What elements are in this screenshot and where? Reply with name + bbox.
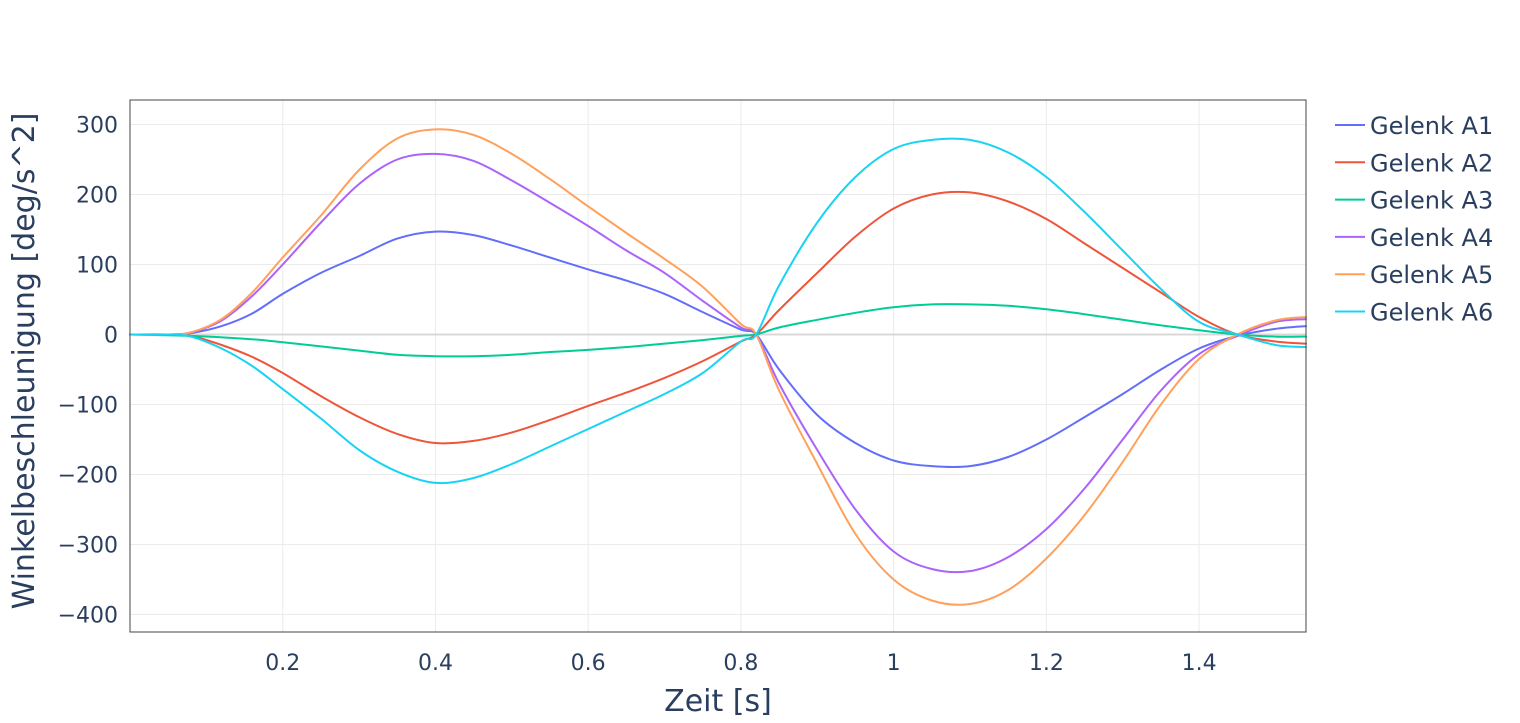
y-tick-label: −300 (58, 534, 118, 559)
series-line-gelenk-a6 (129, 137, 1307, 485)
legend-label: Gelenk A1 (1370, 112, 1493, 140)
x-tick-label: 1.4 (1182, 651, 1217, 676)
y-tick-label: −400 (58, 604, 118, 629)
plot-area-frame (129, 99, 1307, 633)
y-tick-label: 300 (76, 114, 118, 139)
series-line-gelenk-a3 (129, 303, 1307, 358)
x-tick-label: 0.2 (265, 651, 300, 676)
series-line-gelenk-a5 (129, 128, 1307, 606)
legend-label: Gelenk A3 (1370, 187, 1493, 215)
series-lines (129, 128, 1307, 606)
legend-item-gelenk-a3[interactable]: Gelenk A3 (1335, 187, 1493, 215)
legend[interactable]: Gelenk A1 Gelenk A2 Gelenk A3 Gelenk A4 Gele… (1335, 112, 1493, 327)
legend-item-gelenk-a6[interactable]: Gelenk A6 (1335, 299, 1493, 327)
y-tick-label: 100 (76, 254, 118, 279)
legend-item-gelenk-a2[interactable]: Gelenk A2 (1335, 149, 1493, 177)
legend-label: Gelenk A6 (1370, 299, 1493, 327)
legend-label: Gelenk A5 (1370, 261, 1493, 289)
x-tick-label: 1 (887, 651, 901, 676)
legend-item-gelenk-a5[interactable]: Gelenk A5 (1335, 261, 1493, 289)
x-axis-ticks: 0.2 0.4 0.6 0.8 1 1.2 1.4 (265, 651, 1216, 676)
x-tick-label: 0.8 (723, 651, 758, 676)
grid-lines (130, 100, 1306, 632)
x-tick-label: 1.2 (1029, 651, 1064, 676)
legend-item-gelenk-a1[interactable]: Gelenk A1 (1335, 112, 1493, 140)
legend-label: Gelenk A2 (1370, 149, 1493, 177)
y-tick-label: −100 (58, 394, 118, 419)
y-tick-label: 200 (76, 184, 118, 209)
y-tick-label: 0 (104, 324, 118, 349)
y-tick-label: −200 (58, 464, 118, 489)
series-line-gelenk-a1 (129, 230, 1307, 469)
x-tick-label: 0.6 (571, 651, 606, 676)
x-axis-title: Zeit [s] (664, 684, 772, 719)
legend-item-gelenk-a4[interactable]: Gelenk A4 (1335, 224, 1493, 252)
series-line-gelenk-a4 (129, 152, 1307, 574)
y-axis-title: Winkelbeschleunigung [deg/s^2] (7, 113, 42, 610)
series-line-gelenk-a2 (129, 190, 1307, 445)
x-tick-label: 0.4 (418, 651, 453, 676)
y-axis-ticks: 300 200 100 0 −100 −200 −300 −400 (58, 114, 118, 629)
legend-label: Gelenk A4 (1370, 224, 1493, 252)
